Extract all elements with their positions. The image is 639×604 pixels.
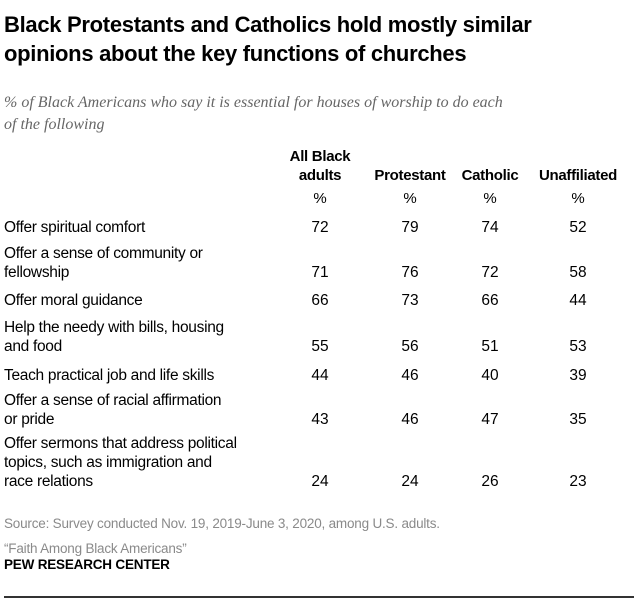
data-value: 66 — [481, 292, 499, 309]
data-value: 46 — [401, 411, 419, 428]
data-value: 51 — [481, 338, 499, 355]
row-label: Offer spiritual comfort — [4, 219, 145, 236]
data-value: 44 — [569, 292, 587, 309]
data-value: 56 — [401, 338, 419, 355]
data-value: 53 — [569, 338, 587, 355]
column-header: Catholic — [461, 167, 519, 184]
data-value: 73 — [401, 292, 419, 309]
source-line: Source: Survey conducted Nov. 19, 2019-J… — [4, 516, 440, 531]
unit-label: % — [571, 190, 585, 207]
data-value: 39 — [569, 367, 587, 384]
data-value: 72 — [481, 264, 499, 281]
data-value: 52 — [569, 219, 587, 236]
title-line: opinions about the key functions of chur… — [4, 41, 467, 66]
column-header: Protestant — [374, 167, 446, 184]
row-label: topics, such as immigration and — [4, 454, 212, 471]
unit-label: % — [403, 190, 417, 207]
row-label: Teach practical job and life skills — [4, 367, 215, 384]
row-label: fellowship — [4, 264, 70, 281]
data-value: 23 — [569, 473, 587, 490]
unit-label: % — [313, 190, 327, 207]
subtitle-line: % of Black Americans who say it is essen… — [4, 94, 503, 111]
column-header: adults — [298, 167, 342, 184]
data-value: 43 — [311, 411, 329, 428]
row-label: Offer a sense of community or — [4, 245, 203, 262]
data-value: 58 — [569, 264, 587, 281]
pew-logo-text: PEW RESEARCH CENTER — [4, 557, 170, 572]
data-value: 46 — [401, 367, 419, 384]
data-value: 66 — [311, 292, 329, 309]
row-label: Offer a sense of racial affirmation — [4, 392, 222, 409]
data-value: 74 — [481, 219, 499, 236]
data-value: 72 — [311, 219, 329, 236]
data-value: 35 — [569, 411, 587, 428]
data-value: 71 — [311, 264, 329, 281]
source-line: “Faith Among Black Americans” — [4, 541, 187, 556]
bottom-divider — [4, 596, 634, 598]
row-label: Offer sermons that address political — [4, 435, 237, 452]
column-header: All Black — [289, 148, 351, 165]
data-value: 47 — [481, 411, 499, 428]
row-label: race relations — [4, 473, 93, 490]
row-label: or pride — [4, 411, 55, 428]
row-label: Help the needy with bills, housing — [4, 319, 224, 336]
data-value: 55 — [311, 338, 329, 355]
data-value: 24 — [401, 473, 419, 490]
subtitle-line: of the following — [4, 116, 105, 133]
data-value: 44 — [311, 367, 329, 384]
row-label: and food — [4, 338, 62, 355]
row-label: Offer moral guidance — [4, 292, 143, 309]
chart-subtitle: % of Black Americans who say it is essen… — [4, 92, 629, 136]
unit-label: % — [483, 190, 497, 207]
data-value: 40 — [481, 367, 499, 384]
data-value: 26 — [481, 473, 499, 490]
column-header: Unaffiliated — [538, 167, 618, 184]
data-value: 24 — [311, 473, 329, 490]
chart-title: Black Protestants and Catholics hold mos… — [4, 10, 634, 68]
source-note: Source: Survey conducted Nov. 19, 2019-J… — [4, 511, 440, 561]
data-value: 76 — [401, 264, 419, 281]
data-value: 79 — [401, 219, 419, 236]
title-line: Black Protestants and Catholics hold mos… — [4, 12, 532, 37]
